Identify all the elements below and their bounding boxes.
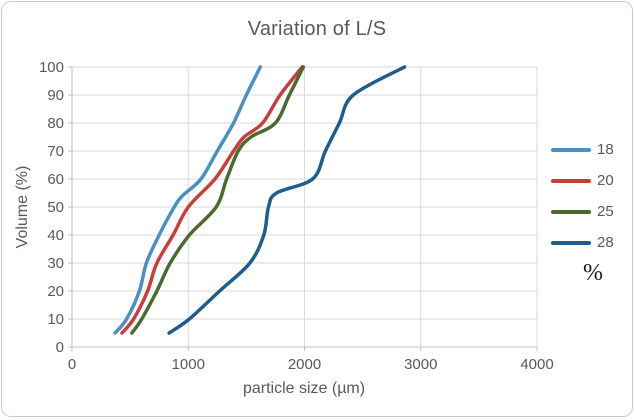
legend-title: %: [583, 260, 603, 286]
x-tick-label: 4000: [520, 356, 553, 373]
series-25-swatch: [551, 209, 591, 214]
y-tick-label: 60: [47, 171, 64, 188]
x-axis-title: particle size (µm): [243, 380, 365, 397]
x-tick-label: 1000: [172, 356, 205, 373]
series-28-swatch: [551, 240, 591, 245]
y-tick-label: 90: [47, 87, 64, 104]
y-tick-label: 20: [47, 283, 64, 300]
series-25-label: 25: [597, 203, 614, 220]
chart-title: Variation of L/S: [247, 18, 387, 40]
series-lines: [113, 65, 407, 335]
legend-item-25[interactable]: 25: [551, 196, 631, 227]
legend-item-28[interactable]: 28: [551, 227, 631, 258]
series-18-label: 18: [597, 141, 614, 158]
series-20-swatch: [551, 178, 591, 183]
y-tick-label: 80: [47, 115, 64, 132]
series-line-18: [113, 65, 263, 335]
legend-item-18[interactable]: 18: [551, 134, 631, 165]
series-28-label: 28: [597, 234, 614, 251]
x-tick-label: 2000: [288, 356, 321, 373]
x-tick-label: 0: [68, 356, 76, 373]
legend: 18 20 25 28 %: [551, 134, 631, 287]
y-tick-label: 40: [47, 227, 64, 244]
y-tick-label: 50: [47, 199, 64, 216]
legend-item-20[interactable]: 20: [551, 165, 631, 196]
series-line-25: [130, 65, 306, 335]
y-tick-label: 100: [39, 59, 64, 76]
axes: [68, 66, 538, 351]
y-axis-title: Volume (%): [14, 166, 31, 249]
y-tick-label: 30: [47, 255, 64, 272]
series-20-label: 20: [597, 172, 614, 189]
y-tick-label: 70: [47, 143, 64, 160]
series-line-28: [167, 65, 407, 335]
series-line-20: [120, 65, 304, 335]
x-tick-label: 3000: [404, 356, 437, 373]
series-18-swatch: [551, 147, 591, 152]
y-tick-label: 10: [47, 311, 64, 328]
y-tick-label: 0: [56, 339, 64, 356]
